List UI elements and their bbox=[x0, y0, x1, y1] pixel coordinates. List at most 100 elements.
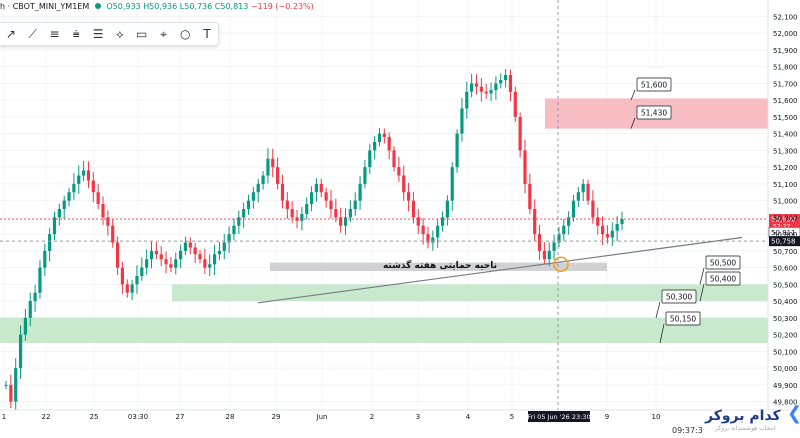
symbol-legend: h · CBOT_MINI_YM1EM O50,933 H50,936 L50,… bbox=[0, 2, 314, 11]
callout-leader bbox=[699, 267, 705, 285]
y-axis: 52,100 52,000 51,900 51,800 51,700 51,600 51,5… bbox=[0, 0, 800, 411]
candle-body bbox=[276, 167, 280, 184]
price-callout: 50,500 bbox=[699, 255, 741, 285]
callout-box bbox=[705, 271, 741, 286]
candle-body bbox=[280, 183, 285, 201]
x-tick-label: 27 bbox=[176, 413, 185, 421]
callout-box bbox=[636, 105, 672, 120]
candle-body bbox=[237, 217, 241, 226]
price-callout: 50,400 bbox=[699, 271, 741, 302]
candle-body bbox=[314, 183, 319, 193]
candle-body bbox=[305, 203, 309, 215]
y-tick-label: 50,300 bbox=[773, 315, 798, 323]
line-tool-icon[interactable]: ⟋ bbox=[28, 27, 37, 41]
ohlc-change: −119 (−0.23%) bbox=[250, 2, 314, 11]
ruler-icon[interactable]: ○ bbox=[180, 27, 191, 41]
y-tick-label: 50,700 bbox=[773, 248, 798, 256]
candle-body bbox=[48, 234, 52, 251]
y-tick-label: 49,800 bbox=[773, 399, 798, 407]
candle-body bbox=[377, 133, 382, 142]
zone-support-1 bbox=[172, 284, 768, 302]
x-tick-label: 29 bbox=[272, 413, 281, 421]
cursor-icon[interactable]: ↗ bbox=[5, 27, 16, 41]
candle-body bbox=[615, 224, 619, 231]
candle-body bbox=[450, 167, 454, 201]
x-tick-label: 03:30 bbox=[128, 413, 148, 421]
candle-body bbox=[159, 254, 163, 260]
candle-body bbox=[14, 368, 18, 402]
candle-body bbox=[149, 250, 154, 260]
candle-body bbox=[9, 384, 13, 402]
text-tool-icon[interactable]: T bbox=[203, 27, 211, 41]
x-tick-label: 2 bbox=[370, 413, 374, 421]
y-tick-label: 52,100 bbox=[773, 13, 798, 21]
candle-body bbox=[591, 200, 595, 218]
candle-body bbox=[96, 192, 100, 204]
fib-tool-icon[interactable]: ⩧ bbox=[72, 27, 80, 41]
candle-body bbox=[474, 83, 479, 87]
chart-zones: ناحیه حمایتی هفته گذشته bbox=[0, 98, 768, 343]
candle-body bbox=[508, 75, 513, 92]
price-callout: 51,600 bbox=[630, 77, 672, 101]
candle-body bbox=[387, 136, 391, 151]
candle-body bbox=[140, 267, 144, 276]
y-tick-label: 50,800 bbox=[773, 231, 798, 239]
candle-body bbox=[18, 334, 23, 369]
candle-body bbox=[212, 254, 217, 265]
candle-body bbox=[154, 250, 158, 255]
candles bbox=[4, 68, 624, 411]
callout-leader bbox=[655, 301, 661, 318]
y-tick-label: 51,800 bbox=[773, 64, 798, 72]
candle-body bbox=[309, 192, 314, 204]
candle-body bbox=[193, 247, 197, 255]
callout-label: 50,150 bbox=[670, 315, 696, 324]
chart-overlay: Fri 05 Jun '26 23:3051,60051,43050,50050… bbox=[0, 0, 800, 422]
parallel-channel-icon[interactable]: ≡ bbox=[49, 27, 60, 41]
candle-body bbox=[494, 83, 498, 91]
price-callout: 50,150 bbox=[659, 311, 701, 344]
candle-body bbox=[38, 267, 42, 293]
candle-body bbox=[52, 217, 57, 235]
candle-body bbox=[431, 237, 435, 243]
price-label: 50,890 bbox=[771, 216, 796, 224]
candle-body bbox=[343, 217, 348, 226]
candle-body bbox=[33, 292, 37, 302]
x-tick-label: Jun bbox=[316, 413, 328, 421]
candle-body bbox=[135, 276, 139, 285]
y-tick-label: 51,700 bbox=[773, 80, 798, 88]
symbol-name: h · CBOT_MINI_YM1EM bbox=[0, 2, 90, 11]
y-tick-label: 52,000 bbox=[773, 30, 798, 38]
price-label: 50,758 bbox=[771, 238, 796, 246]
candle-body bbox=[101, 203, 105, 218]
candle-body bbox=[363, 167, 367, 184]
candle-body bbox=[43, 250, 47, 268]
candle-body bbox=[402, 175, 406, 193]
brush-icon[interactable]: ☰ bbox=[92, 27, 104, 41]
y-tick-label: 50,200 bbox=[773, 332, 798, 340]
candle-body bbox=[246, 200, 251, 209]
candle-body bbox=[537, 234, 542, 251]
candle-body bbox=[392, 150, 396, 168]
candle-body bbox=[440, 217, 445, 226]
y-tick-label: 51,900 bbox=[773, 47, 798, 55]
pitchfork-icon[interactable]: ▭ bbox=[136, 27, 148, 41]
candle-body bbox=[91, 180, 95, 193]
candle-body bbox=[411, 200, 416, 218]
callout-box bbox=[636, 77, 672, 92]
circle-icon[interactable]: ⌖ bbox=[160, 27, 167, 41]
callout-box bbox=[705, 255, 741, 270]
candle-body bbox=[183, 242, 188, 251]
ohlc-high: H50,936 bbox=[143, 2, 178, 11]
y-tick-label: 51,600 bbox=[773, 97, 798, 105]
candle-body bbox=[174, 259, 178, 268]
candle-body bbox=[586, 183, 590, 201]
candle-body bbox=[256, 183, 260, 193]
candle-body bbox=[406, 192, 411, 201]
candle-body bbox=[358, 183, 362, 201]
trendline bbox=[257, 236, 743, 304]
rectangle-icon[interactable]: ⟡ bbox=[115, 27, 124, 41]
candle-body bbox=[217, 250, 222, 255]
candle-body bbox=[557, 234, 561, 243]
y-tick-label: 51,200 bbox=[773, 164, 798, 172]
